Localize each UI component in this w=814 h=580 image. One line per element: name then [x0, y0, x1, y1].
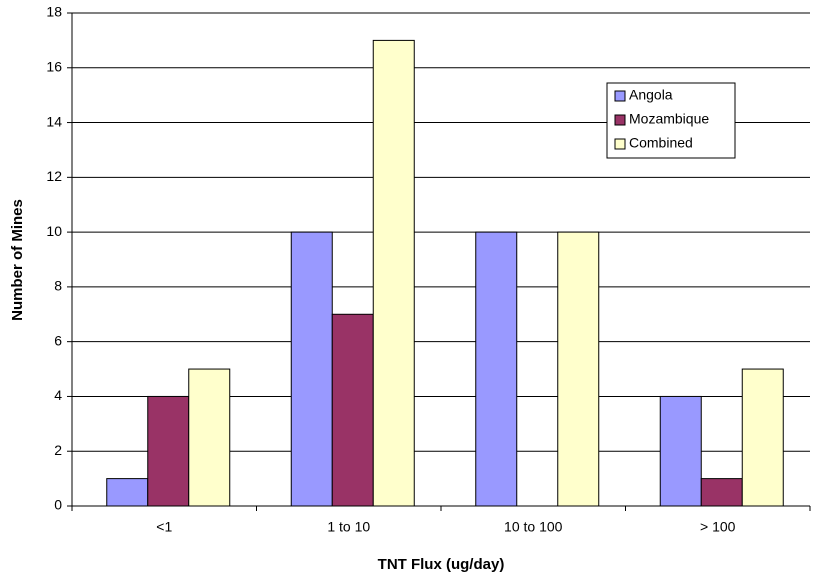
bar [741, 368, 784, 507]
y-tick-label: 2 [54, 442, 62, 458]
y-tick-label: 8 [54, 278, 62, 294]
bar [106, 478, 149, 507]
legend-label: Angola [629, 87, 673, 103]
bar [147, 395, 190, 507]
x-tick-label: 1 to 10 [327, 519, 370, 535]
legend-swatch [614, 138, 626, 150]
bar [290, 231, 333, 507]
y-tick-label: 14 [46, 113, 62, 129]
y-tick-label: 18 [46, 4, 62, 20]
x-tick-label: 10 to 100 [504, 519, 563, 535]
legend-swatch [614, 114, 626, 126]
x-tick-label: <1 [156, 519, 172, 535]
bar [331, 313, 374, 507]
y-tick-label: 0 [54, 497, 62, 513]
bar [700, 478, 743, 507]
y-tick-label: 10 [46, 223, 62, 239]
legend-label: Combined [629, 135, 693, 151]
bar [372, 39, 415, 507]
bar [557, 231, 600, 507]
bar [475, 231, 518, 507]
x-axis-title: TNT Flux (ug/day) [378, 556, 505, 573]
x-tick-label: > 100 [700, 519, 736, 535]
bar [188, 368, 231, 507]
legend-box [606, 82, 736, 159]
legend-swatch [614, 90, 626, 102]
y-tick-label: 16 [46, 58, 62, 74]
y-tick-label: 6 [54, 332, 62, 348]
y-axis-title: Number of Mines [9, 199, 26, 321]
y-tick-label: 4 [54, 387, 62, 403]
y-tick-label: 12 [46, 168, 62, 184]
legend-label: Mozambique [629, 111, 709, 127]
bar [659, 395, 702, 507]
